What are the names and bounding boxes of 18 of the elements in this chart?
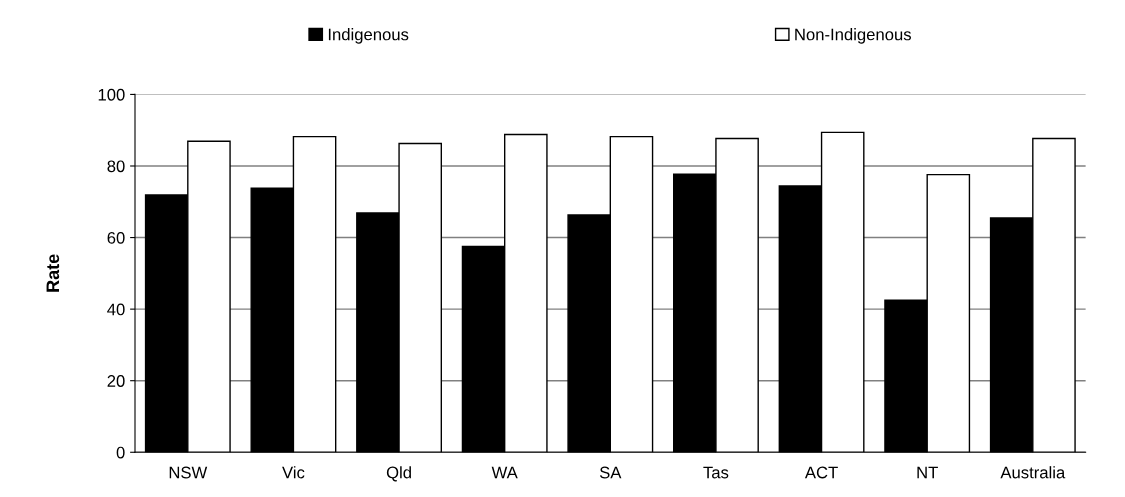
x-tick-label: Qld — [386, 466, 411, 482]
x-tick-label: SA — [599, 466, 622, 479]
x-tick-label: Tas — [703, 466, 729, 479]
x-tick-label: NSW — [169, 466, 208, 479]
y-tick-label: 0 — [116, 446, 125, 459]
x-tick-label: WA — [491, 466, 518, 479]
y-tick-label: 20 — [107, 375, 125, 387]
legend-label: Indigenous — [328, 28, 409, 44]
y-axis-title: Rate — [46, 254, 60, 292]
y-tick-label: 60 — [107, 231, 125, 244]
y-tick-label: 80 — [107, 160, 125, 173]
y-tick-label: 40 — [107, 303, 125, 316]
legend-label: Non-Indigenous — [795, 28, 911, 44]
x-tick-label: Vic — [282, 466, 305, 479]
x-tick-label: ACT — [804, 466, 838, 479]
x-tick-label: NT — [917, 466, 938, 479]
x-tick-label: Australia — [1000, 466, 1066, 479]
y-tick-label: 100 — [98, 88, 125, 101]
